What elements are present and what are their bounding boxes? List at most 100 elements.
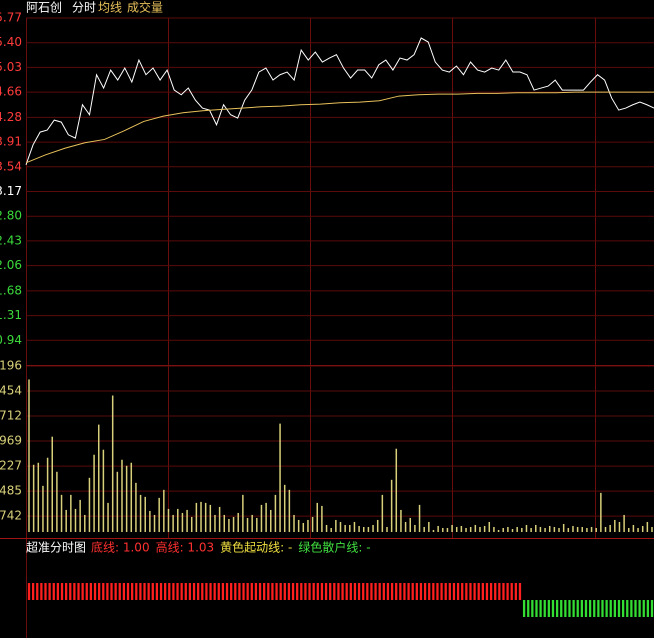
bar: [114, 583, 117, 600]
bar: [418, 504, 421, 532]
bar: [581, 526, 584, 532]
bar: [330, 527, 332, 532]
bar: [446, 527, 449, 532]
bar: [98, 583, 101, 600]
bar: [407, 583, 410, 600]
bar: [349, 583, 352, 600]
bar: [437, 525, 439, 532]
bar: [44, 583, 47, 600]
bar: [180, 583, 183, 600]
bar: [139, 583, 142, 600]
bar: [494, 583, 497, 600]
bar: [201, 583, 204, 600]
bar: [451, 524, 453, 532]
bar: [423, 526, 425, 532]
mode-label: 分时: [72, 1, 96, 15]
bar: [52, 583, 55, 600]
bar: [646, 600, 650, 617]
bar: [551, 600, 555, 617]
bar: [358, 525, 360, 532]
bar: [97, 424, 100, 532]
bar: [126, 583, 130, 600]
bar: [604, 526, 607, 532]
bar: [469, 583, 472, 600]
bar: [246, 583, 249, 600]
bar: [567, 527, 570, 532]
bar: [460, 525, 463, 532]
bar: [77, 583, 80, 600]
bar: [572, 525, 574, 532]
bar: [341, 583, 344, 600]
bar: [36, 583, 39, 600]
bar: [60, 494, 63, 532]
bar: [260, 504, 263, 532]
bar: [618, 521, 621, 532]
bar: [79, 499, 81, 532]
bar: [626, 600, 629, 617]
bar: [325, 524, 328, 532]
bar: [135, 583, 138, 600]
bar: [642, 600, 645, 617]
bar: [230, 583, 233, 600]
bar: [242, 494, 244, 532]
bar: [40, 583, 43, 600]
bar: [440, 583, 443, 600]
bar: [88, 477, 91, 532]
bar: [349, 524, 351, 532]
bar: [312, 583, 315, 600]
y-tick-label: 3.91: [0, 135, 22, 149]
bar: [293, 514, 295, 532]
bar: [507, 526, 509, 532]
bar: [378, 583, 381, 600]
bar: [617, 600, 621, 617]
bar: [184, 583, 187, 600]
bar: [584, 600, 588, 617]
bar: [353, 521, 356, 532]
y-tick-label: 1.68: [0, 283, 22, 297]
bar: [419, 583, 423, 600]
bar: [223, 514, 226, 532]
bar: [304, 583, 307, 600]
bar: [339, 521, 342, 532]
bar: [634, 600, 637, 617]
bar: [609, 524, 611, 532]
bar: [395, 448, 398, 532]
bar: [502, 583, 505, 600]
indicator-annotation: 绿色散户线: -: [298, 540, 370, 555]
bar: [367, 526, 370, 532]
stock-name: 阿石创: [26, 1, 62, 15]
bar: [291, 583, 295, 600]
bar: [344, 524, 346, 532]
bar: [308, 583, 311, 600]
bar: [382, 583, 385, 600]
bar: [151, 583, 154, 600]
bar: [646, 521, 649, 532]
bar: [448, 583, 451, 600]
bar: [329, 583, 332, 600]
bar: [31, 583, 35, 600]
bar: [213, 583, 216, 600]
bar: [89, 583, 93, 600]
bar: [37, 462, 40, 532]
bar: [544, 527, 546, 532]
bar: [601, 600, 604, 617]
bar: [69, 583, 72, 600]
bar: [372, 524, 374, 532]
bar: [436, 583, 439, 600]
bar: [186, 509, 188, 532]
y-tick-label: 712: [0, 409, 22, 423]
bar: [217, 583, 220, 600]
bar: [473, 583, 476, 600]
bar: [158, 497, 160, 532]
indicator-annotation: 底线: 1.00: [91, 540, 150, 555]
bar: [593, 600, 596, 617]
bar: [345, 583, 348, 600]
bar: [576, 526, 579, 532]
y-tick-label: 742: [0, 509, 22, 523]
bar: [56, 471, 58, 532]
bar: [188, 583, 192, 600]
bar: [110, 583, 113, 600]
bar: [288, 489, 291, 532]
bar: [399, 583, 402, 600]
bar: [588, 600, 592, 617]
